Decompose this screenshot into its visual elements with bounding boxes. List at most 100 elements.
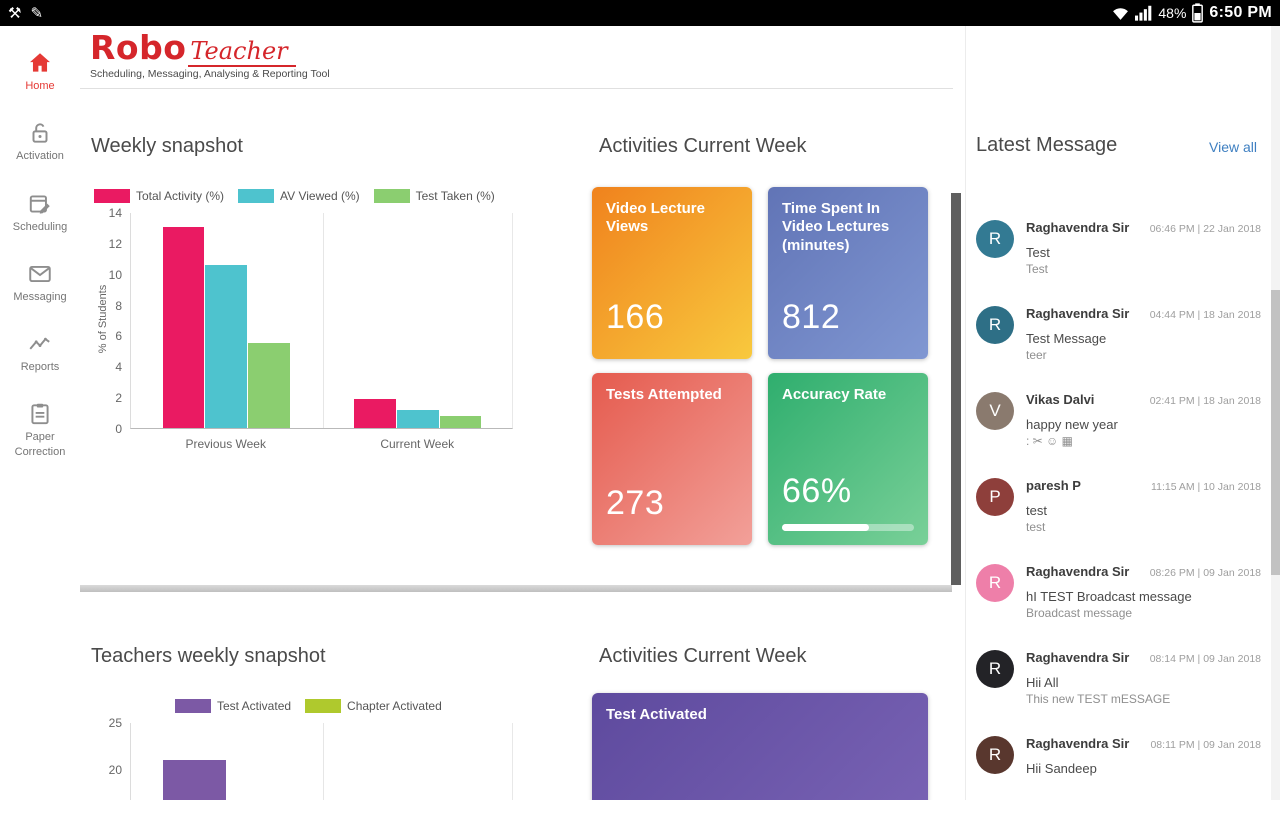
- message-body: Raghavendra Sir 04:44 PM | 18 Jan 2018 Tes…: [1026, 304, 1261, 362]
- message-subject: test: [1026, 503, 1047, 518]
- message-body: Raghavendra Sir 08:14 PM | 09 Jan 2018 Hii…: [1026, 648, 1261, 706]
- stat-card-video-lecture-views: Video Lecture Views 166: [592, 187, 752, 359]
- logo-script-text: Teacher: [188, 37, 296, 67]
- chart-plot-area: [130, 213, 513, 429]
- wifi-icon: [1113, 7, 1129, 20]
- main-content: Weekly snapshot Activities Current Week …: [80, 89, 952, 800]
- message-body: Raghavendra Sir 06:46 PM | 22 Jan 2018 Tes…: [1026, 218, 1261, 276]
- legend-swatch: [373, 189, 410, 203]
- logo-text: Robo: [90, 28, 187, 67]
- message-sender: Raghavendra Sir: [1026, 306, 1130, 321]
- edit-notification-icon: ✎: [30, 4, 44, 22]
- message-subject: Test Message: [1026, 331, 1107, 346]
- envelope-icon: [27, 261, 53, 287]
- stat-card-accuracy-rate: Accuracy Rate 66%: [768, 373, 928, 545]
- status-bar: ⚒ ✎ 48% 6:50 PM: [0, 0, 1280, 26]
- message-preview: Broadcast message: [1026, 606, 1133, 620]
- message-preview: test: [1026, 520, 1046, 534]
- card-title: Time Spent In Video Lectures (minutes): [782, 200, 890, 254]
- message-body: Vikas Dalvi 02:41 PM | 18 Jan 2018 happy n…: [1026, 390, 1261, 448]
- legend-swatch: [305, 699, 342, 713]
- page-scrollbar-thumb[interactable]: [1271, 290, 1280, 575]
- sidebar-item-reports[interactable]: Reports: [1, 331, 79, 374]
- message-body: paresh P 11:15 AM | 10 Jan 2018 test test: [1026, 476, 1261, 534]
- message-sender: Raghavendra Sir: [1026, 736, 1130, 751]
- legend-item-total-activity: Total Activity (%): [94, 189, 224, 203]
- header-divider: [80, 88, 953, 89]
- legend-label: Chapter Activated: [347, 699, 442, 713]
- message-subject: hI TEST Broadcast message: [1026, 589, 1192, 604]
- section-divider: [80, 585, 952, 592]
- sidebar-item-label: Paper Correction: [14, 431, 66, 458]
- battery-percent: 48%: [1158, 5, 1187, 21]
- legend-label: Test Activated: [217, 699, 292, 713]
- message-item[interactable]: R Raghavendra Sir 04:44 PM | 18 Jan 2018 Te…: [966, 304, 1271, 390]
- card-title: Video Lecture Views: [606, 200, 705, 236]
- message-preview: This new TEST mESSAGE: [1026, 692, 1171, 706]
- legend-item-test-activated: Test Activated: [175, 699, 291, 713]
- message-sender: paresh P: [1026, 478, 1081, 493]
- latest-message-title: Latest Message: [976, 134, 1118, 156]
- y-axis-title: % of Students: [97, 284, 109, 354]
- bar-av-viewed: [396, 409, 439, 428]
- sidebar: Home Activation Scheduling Messaging Reports…: [0, 26, 80, 800]
- bar-test-activated: [162, 759, 226, 800]
- sidebar-item-activation[interactable]: Activation: [1, 120, 79, 163]
- main-scrollbar-thumb[interactable]: [951, 193, 961, 585]
- y-tick-label: 20: [108, 763, 122, 777]
- avatar: R: [976, 220, 1014, 258]
- avatar: P: [976, 478, 1014, 516]
- screen: ⚒ ✎ 48% 6:50 PM Home Activation Scheduling…: [0, 0, 1280, 800]
- message-body: Raghavendra Sir 08:11 PM | 09 Jan 2018 Hii…: [1026, 734, 1261, 778]
- activity-cards2: Test Activated: [592, 693, 928, 800]
- legend-swatch: [175, 699, 211, 713]
- legend-label: Test Taken (%): [415, 189, 495, 203]
- y-tick-label: 14: [108, 206, 122, 220]
- legend-item-chapter-activated: Chapter Activated: [305, 699, 442, 713]
- avatar: V: [976, 392, 1014, 430]
- message-list: R Raghavendra Sir 06:46 PM | 22 Jan 2018 Te…: [966, 218, 1271, 820]
- message-item[interactable]: V Vikas Dalvi 02:41 PM | 18 Jan 2018 happy …: [966, 390, 1271, 476]
- view-all-link[interactable]: View all: [1209, 139, 1257, 155]
- legend-item-av-viewed: AV Viewed (%): [238, 189, 360, 203]
- battery-icon: [1192, 3, 1204, 23]
- card-title: Accuracy Rate: [782, 386, 887, 403]
- weekly-snapshot-title: Weekly snapshot: [91, 135, 243, 157]
- message-sender: Vikas Dalvi: [1026, 392, 1095, 407]
- message-sender: Raghavendra Sir: [1026, 220, 1130, 235]
- x-category-label: Previous Week: [185, 437, 266, 451]
- legend-label: Total Activity (%): [136, 189, 225, 203]
- activities2-title: Activities Current Week: [599, 645, 807, 667]
- sidebar-item-home[interactable]: Home: [1, 50, 79, 93]
- card-title: Tests Attempted: [606, 386, 722, 403]
- sidebar-item-label: Scheduling: [12, 220, 68, 233]
- message-item[interactable]: R Raghavendra Sir 08:26 PM | 09 Jan 2018 hI…: [966, 562, 1271, 648]
- gridline: [322, 213, 324, 428]
- activity-cards: Video Lecture Views 166 Time Spent In Vide…: [592, 187, 928, 545]
- status-notifications: ⚒ ✎: [8, 6, 43, 21]
- chart-icon: [27, 331, 53, 357]
- message-item[interactable]: R Raghavendra Sir 08:14 PM | 09 Jan 2018 Hi…: [966, 648, 1271, 734]
- message-timestamp: 08:11 PM | 09 Jan 2018: [1150, 739, 1261, 751]
- message-subject: Hii All: [1026, 675, 1059, 690]
- bar-test-taken: [439, 415, 482, 428]
- app-tagline: Scheduling, Messaging, Analysing & Repor…: [90, 68, 330, 80]
- message-preview: Test: [1026, 262, 1049, 276]
- y-tick-label: 25: [108, 716, 122, 730]
- y-tick-label: 12: [108, 236, 122, 251]
- status-indicators: 48% 6:50 PM: [1112, 3, 1272, 23]
- message-item[interactable]: R Raghavendra Sir 06:46 PM | 22 Jan 2018 Te…: [966, 218, 1271, 304]
- stat-card-tests-attempted: Tests Attempted 273: [592, 373, 752, 545]
- sidebar-item-messaging[interactable]: Messaging: [1, 261, 79, 304]
- sidebar-item-label: Home: [25, 80, 55, 92]
- sidebar-item-scheduling[interactable]: Scheduling: [1, 191, 79, 234]
- home-icon: [27, 50, 53, 76]
- message-timestamp: 08:14 PM | 09 Jan 2018: [1149, 653, 1261, 665]
- legend-label: AV Viewed (%): [280, 189, 360, 203]
- message-item[interactable]: R Raghavendra Sir 08:11 PM | 09 Jan 2018 Hi…: [966, 734, 1271, 820]
- sidebar-item-paper-correction[interactable]: Paper Correction: [1, 401, 79, 459]
- message-timestamp: 04:44 PM | 18 Jan 2018: [1149, 309, 1261, 321]
- bar-test-taken: [248, 343, 290, 428]
- legend-swatch: [94, 189, 130, 203]
